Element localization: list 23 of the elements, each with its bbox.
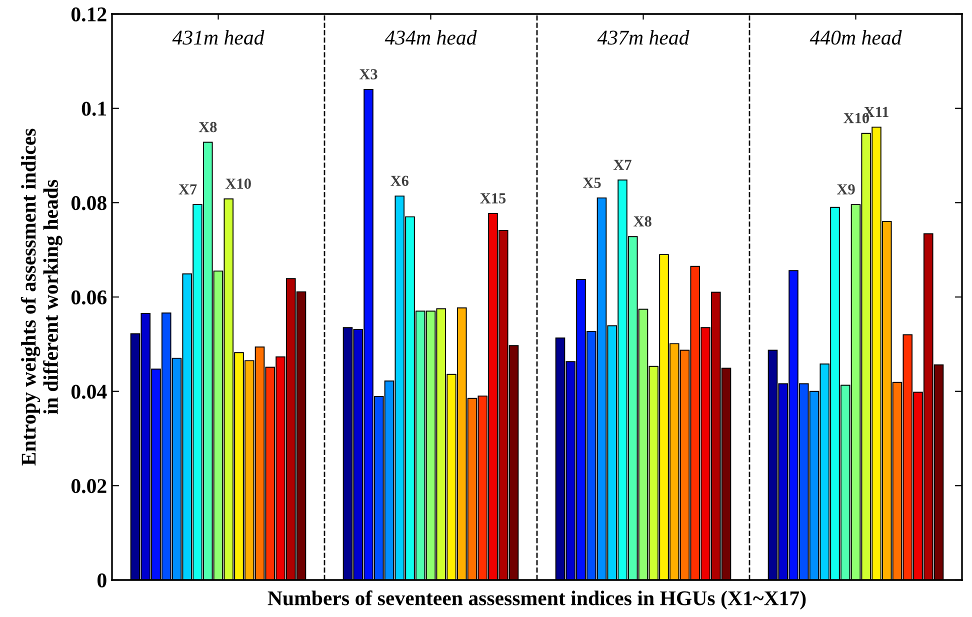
y-axis-title: Entropy weights of assessment indices in different working heads — [20, 128, 62, 466]
data-label: X7 — [178, 184, 197, 194]
data-label: X10 — [225, 178, 251, 189]
x-tick-label: 431m head — [172, 30, 264, 45]
y-tick-label: 0.02 — [71, 479, 106, 494]
x-tick-label: 434m head — [384, 30, 477, 45]
data-label: X9 — [836, 184, 855, 195]
data-label: X3 — [359, 69, 378, 80]
y-tick-label: 0.12 — [71, 7, 106, 22]
data-label: X15 — [480, 193, 506, 204]
x-axis-title: Numbers of seventeen assessment indices in HGUs (X1~X17) — [268, 590, 806, 610]
data-label: X8 — [634, 216, 652, 227]
data-label: X5 — [582, 178, 601, 188]
y-tick-label: 0.04 — [71, 384, 107, 399]
x-tick-label: 440m head — [810, 30, 902, 45]
data-label: X7 — [613, 160, 632, 170]
y-tick-label: 0.08 — [71, 196, 106, 210]
y-tick-label: 0.06 — [71, 290, 107, 305]
x-tick-label: 437m head — [597, 30, 690, 45]
data-label: X8 — [198, 122, 217, 132]
y-tick-label: 0.1 — [82, 102, 106, 116]
y-tick-label: 0 — [98, 573, 106, 588]
data-label: X6 — [390, 176, 409, 186]
